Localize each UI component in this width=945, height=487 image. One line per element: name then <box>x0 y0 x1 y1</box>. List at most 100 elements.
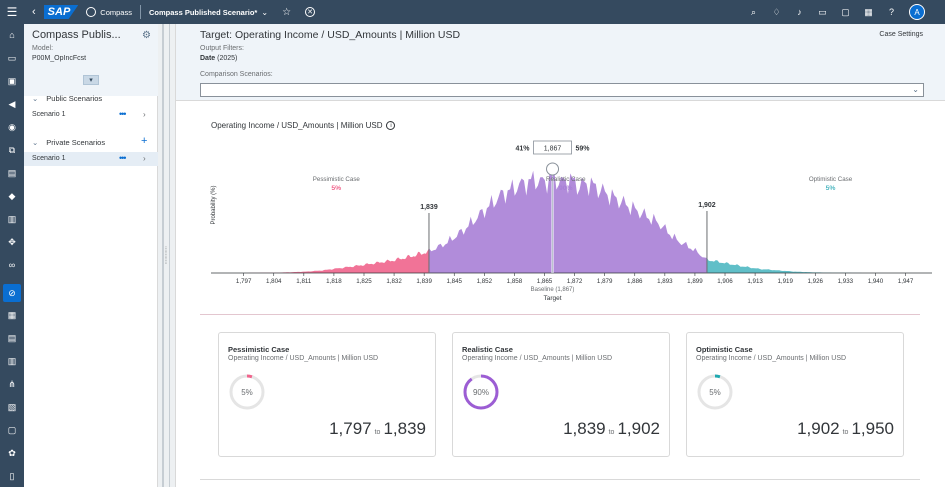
x-tick-label: 1,940 <box>868 278 884 285</box>
gear-icon[interactable]: ⚙ <box>142 30 151 41</box>
section-divider <box>200 479 920 480</box>
help-icon[interactable]: ? <box>888 7 894 17</box>
range-value: 1,797 to 1,839 <box>329 419 426 438</box>
scenario-label: Scenario 1 <box>32 155 66 162</box>
model-label: Model: <box>32 45 54 52</box>
comparison-select[interactable]: ⌄ <box>200 83 924 97</box>
back-icon[interactable]: ‹ <box>32 6 36 18</box>
chevron-right-icon[interactable]: › <box>143 110 146 119</box>
compass-nav-icon[interactable]: ⊘ <box>3 284 21 302</box>
baseline-label: Baseline (1,867) <box>531 287 575 293</box>
card-title: Realistic Case <box>462 345 513 354</box>
probability-ring <box>697 374 733 410</box>
bell-icon[interactable]: ♪ <box>797 7 802 17</box>
scenario-label: Scenario 1 <box>32 111 66 118</box>
chevron-right-icon[interactable]: › <box>143 154 146 163</box>
grid-icon[interactable]: ▦ <box>7 309 17 320</box>
x-tick-label: 1,811 <box>296 278 312 285</box>
card-title: Pessimistic Case <box>228 345 290 354</box>
comparison-label: Comparison Scenarios: <box>200 71 273 78</box>
region-pct: 90% <box>559 185 573 192</box>
shell-actions: ⌕ ♢ ♪ ▭ ▢ ▦ ? A <box>748 4 925 20</box>
marker-label: 1,839 <box>420 204 438 211</box>
sap-logo[interactable]: SAP <box>43 5 79 19</box>
realistic-card: Realistic Case Operating Income / USD_Am… <box>452 332 670 457</box>
splitter-line <box>162 24 164 487</box>
drag-handle-icon[interactable]: ⁞ ⁞ ⁞ <box>165 247 167 266</box>
model-value: P00M_OpIncFcst <box>32 55 87 62</box>
x-tick-label: 1,865 <box>537 278 553 285</box>
chevron-down-icon[interactable]: ⌄ <box>912 85 919 94</box>
x-tick-label: 1,906 <box>717 278 733 285</box>
avatar[interactable]: A <box>909 4 925 20</box>
x-axis-label: Target <box>543 295 561 302</box>
optimistic-card: Optimistic Case Operating Income / USD_A… <box>686 332 904 457</box>
search-icon[interactable]: ⌕ <box>750 6 757 17</box>
table-icon[interactable]: ▦ <box>864 6 873 17</box>
chevron-down-icon: ▾ <box>89 77 93 84</box>
book-icon[interactable]: ▯ <box>9 470 15 481</box>
x-tick-label: 1,879 <box>597 278 613 285</box>
image-icon[interactable]: ▧ <box>7 401 17 412</box>
region-label: Pessimistic Case <box>313 176 361 183</box>
lock-icon[interactable]: ▢ <box>7 424 17 435</box>
table-nav-icon[interactable]: ▥ <box>7 355 17 366</box>
date-value: (2025) <box>217 55 238 62</box>
x-tick-label: 1,797 <box>236 278 252 285</box>
info-icon[interactable]: i <box>386 121 396 130</box>
x-tick-label: 1,852 <box>477 278 493 285</box>
region-pct: 5% <box>331 185 341 192</box>
distribution-chart[interactable]: 1,797 1,804 1,811 1,818 1,825 1,832 1,839 1,845… <box>206 137 936 327</box>
collapse-button[interactable]: ▾ <box>83 75 99 85</box>
chevron-down-icon[interactable]: ⌄ <box>261 7 269 17</box>
menu-icon[interactable]: ☰ <box>6 5 18 19</box>
cube-icon[interactable]: ◆ <box>8 190 16 201</box>
slider-left-pct: 41% <box>516 146 531 153</box>
data-icon[interactable]: ▥ <box>7 213 17 224</box>
star-icon[interactable]: ☆ <box>282 6 292 18</box>
chevron-down-icon: ⌄ <box>32 94 39 103</box>
card-title: Optimistic Case <box>696 345 753 354</box>
close-icon[interactable]: ✕ <box>305 7 316 17</box>
binoculars-icon[interactable]: ∞ <box>8 260 16 270</box>
left-nav: ⌂ ▭ ▣ ◀ ◉ ⧉ ▤ ◆ ▥ ✥ ∞ ⊘ ▦ ▤ ▥ ⋔ ▧ ▢ ✿ ▯ <box>0 24 24 487</box>
hierarchy-icon[interactable]: ⋔ <box>8 378 16 389</box>
settings-nav-icon[interactable]: ✿ <box>8 447 16 458</box>
case-settings-link[interactable]: Case Settings <box>879 31 923 38</box>
x-tick-label: 1,899 <box>687 278 703 285</box>
list-item[interactable]: Scenario 1 ••• › <box>24 152 158 166</box>
home-icon[interactable]: ⌂ <box>9 30 15 40</box>
presentation-icon[interactable]: ▣ <box>7 75 17 86</box>
slider-handle <box>546 162 560 176</box>
chat-icon[interactable]: ▭ <box>818 6 827 17</box>
megaphone-icon[interactable]: ◀ <box>8 98 16 109</box>
app-name: Compass <box>100 7 132 17</box>
share-icon[interactable]: ⧉ <box>8 144 16 155</box>
feedback-icon[interactable]: ▢ <box>841 6 850 17</box>
slider-right-pct: 59% <box>576 146 591 153</box>
add-icon[interactable]: + <box>141 135 148 147</box>
x-tick-label: 1,858 <box>507 278 523 285</box>
range-value: 1,902 to 1,950 <box>797 419 894 438</box>
probability-value: 5% <box>241 387 253 397</box>
shell-bar: ☰ ‹ SAP Compass Compass Published Scenar… <box>0 0 945 24</box>
folder-icon[interactable]: ▭ <box>7 52 17 63</box>
panel-splitter[interactable]: ⁞ ⁞ ⁞ <box>158 24 176 487</box>
date-filter: Date (2025) <box>200 55 237 62</box>
case-cards: Pessimistic Case Operating Income / USD_… <box>176 332 945 462</box>
more-icon[interactable]: ••• <box>119 153 127 163</box>
probability-ring <box>463 374 499 410</box>
more-icon[interactable]: ••• <box>119 109 127 119</box>
x-tick-label: 1,872 <box>567 278 583 285</box>
lightbulb-icon[interactable]: ♢ <box>772 6 781 17</box>
explore-icon[interactable]: ◉ <box>8 121 16 132</box>
list-item[interactable]: Scenario 1 ••• › <box>24 108 158 122</box>
connections-icon[interactable]: ✥ <box>8 236 16 247</box>
calendar-icon[interactable]: ▤ <box>7 332 17 343</box>
story-name[interactable]: Compass Published Scenario* <box>148 7 258 17</box>
panel-title: Compass Publis... <box>32 29 121 41</box>
stories-icon[interactable]: ▤ <box>7 167 17 178</box>
public-scenarios-header[interactable]: ⌄ Public Scenarios <box>32 94 103 103</box>
region-label: Realistic Case <box>546 176 586 183</box>
private-scenarios-header[interactable]: ⌄ Private Scenarios <box>32 138 106 147</box>
